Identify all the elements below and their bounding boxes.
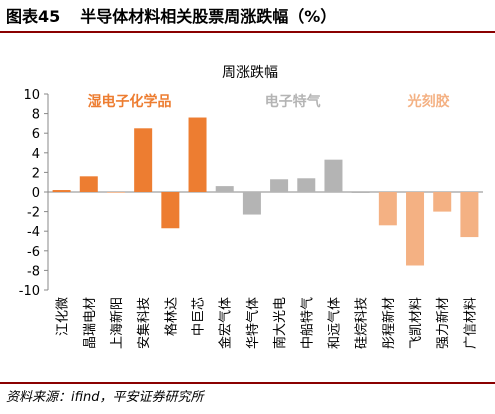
bar-中巨芯 — [188, 117, 207, 192]
y-tick-label: 8 — [32, 108, 40, 123]
bar-南大光电 — [270, 179, 289, 192]
group-labels: 湿电子化学品 电子特气 光刻胶 — [88, 93, 450, 110]
group-label: 湿电子化学品 — [88, 93, 172, 110]
top-rule — [0, 31, 495, 33]
bar-晶瑞电材 — [79, 176, 98, 192]
y-tick-label: -2 — [27, 206, 40, 221]
group-label: 电子特气 — [265, 93, 321, 110]
bar-强力新材 — [433, 192, 452, 212]
bar-和远气体 — [324, 159, 343, 192]
x-tick-label: 格林达 — [163, 297, 179, 336]
y-axis: 10 8 6 4 2 0 -2 -4 -6 -8 -10 — [19, 88, 483, 299]
y-tick-label: 6 — [32, 127, 40, 142]
x-tick-label: 中船特气 — [299, 297, 315, 349]
source-note: 资料来源：ifind，平安证券研究所 — [6, 390, 204, 405]
y-tick-label: 2 — [32, 166, 40, 181]
bar-金宏气体 — [215, 186, 234, 192]
bar-江化微 — [52, 190, 71, 192]
y-tick-label: 4 — [32, 147, 40, 162]
x-tick-label: 华特气体 — [245, 297, 261, 349]
bars — [52, 117, 479, 266]
x-tick-label: 硅烷科技 — [355, 297, 370, 349]
x-tick-label: 强力新材 — [435, 297, 451, 349]
x-tick-label: 和远气体 — [326, 297, 342, 349]
x-tick-label: 江化微 — [56, 297, 71, 336]
bar-华特气体 — [242, 192, 261, 215]
bar-安集科技 — [134, 128, 153, 192]
bar-格林达 — [161, 192, 180, 229]
x-axis-labels: 江化微 晶瑞电材 上海新阳 安集科技 格林达 中巨芯 金宏气体 华特气体 南大光电 中船特气 和远气… — [56, 297, 479, 349]
group-label: 光刻胶 — [407, 93, 450, 110]
bar-上海新阳 — [106, 192, 125, 193]
x-tick-label: 中巨芯 — [192, 297, 207, 336]
x-tick-label: 南大光电 — [272, 297, 288, 349]
figure-number: 图表45 — [6, 7, 61, 26]
x-tick-label: 飞凯材料 — [409, 297, 424, 349]
y-tick-label: -4 — [27, 225, 40, 240]
x-tick-label: 金宏气体 — [218, 297, 234, 349]
x-tick-label: 晶瑞电材 — [83, 297, 98, 349]
bar-中船特气 — [297, 178, 316, 192]
x-tick-label: 上海新阳 — [109, 297, 125, 349]
figure-header: 图表45 半导体材料相关股票周涨跌幅（%） — [0, 0, 495, 30]
y-tick-label: -6 — [27, 245, 40, 260]
x-tick-label: 彤程新材 — [381, 297, 397, 349]
y-tick-label: -10 — [19, 284, 40, 299]
x-tick-label: 安集科技 — [136, 297, 152, 349]
chart-title: 周涨跌幅 — [222, 65, 278, 81]
bar-飞凯材料 — [406, 192, 425, 266]
figure-title: 半导体材料相关股票周涨跌幅（%） — [80, 7, 337, 26]
bar-广信材料 — [460, 192, 479, 238]
bar-硅烷科技 — [351, 192, 370, 193]
y-tick-label: 10 — [23, 88, 40, 103]
x-tick-label: 广信材料 — [463, 297, 478, 349]
bar-彤程新材 — [378, 192, 397, 226]
y-tick-label: -8 — [27, 264, 40, 279]
y-tick-label: 0 — [32, 186, 40, 201]
bottom-rule — [0, 382, 495, 384]
